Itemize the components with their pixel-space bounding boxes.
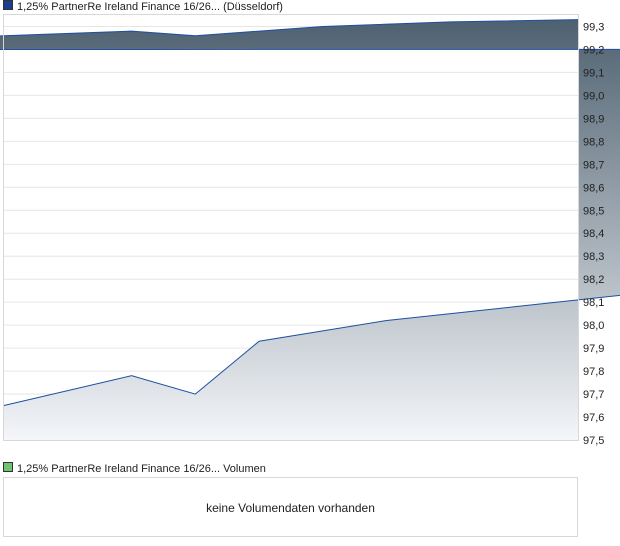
y-tick-label: 98,7	[583, 159, 604, 171]
y-tick-label: 98,0	[583, 320, 604, 332]
volume-legend-swatch	[3, 462, 13, 472]
y-tick-label: 99,3	[583, 21, 604, 33]
y-tick-label: 98,6	[583, 182, 604, 194]
y-tick-label: 97,9	[583, 343, 604, 355]
plot-frame	[3, 14, 579, 441]
volume-legend-label: 1,25% PartnerRe Ireland Finance 16/26...…	[17, 463, 266, 475]
volume-legend: 1,25% PartnerRe Ireland Finance 16/26...…	[3, 462, 266, 475]
y-tick-label: 98,5	[583, 205, 604, 217]
price-legend-label: 1,25% PartnerRe Ireland Finance 16/26...…	[17, 1, 283, 13]
y-tick-label: 97,7	[583, 389, 604, 401]
y-tick-label: 98,1	[583, 297, 604, 309]
volume-panel: keine Volumendaten vorhanden	[3, 477, 578, 537]
y-tick-label: 98,4	[583, 228, 604, 240]
y-tick-label: 99,2	[583, 44, 604, 56]
y-tick-label: 98,3	[583, 251, 604, 263]
y-tick-label: 99,0	[583, 90, 604, 102]
y-tick-label: 98,8	[583, 136, 604, 148]
y-tick-label: 97,5	[583, 435, 604, 447]
price-legend-swatch	[3, 0, 13, 10]
y-tick-label: 97,6	[583, 412, 604, 424]
y-tick-label: 98,9	[583, 113, 604, 125]
price-legend: 1,25% PartnerRe Ireland Finance 16/26...…	[3, 0, 283, 13]
price-area	[0, 19, 620, 440]
y-tick-label: 99,1	[583, 67, 604, 79]
y-tick-label: 98,2	[583, 274, 604, 286]
volume-empty-message: keine Volumendaten vorhanden	[206, 501, 375, 515]
price-chart: 97,5 97,6 97,7 97,8 97,9 98,0 98,1 98,2 98,3 98,4…	[0, 14, 620, 447]
y-tick-label: 97,8	[583, 366, 604, 378]
